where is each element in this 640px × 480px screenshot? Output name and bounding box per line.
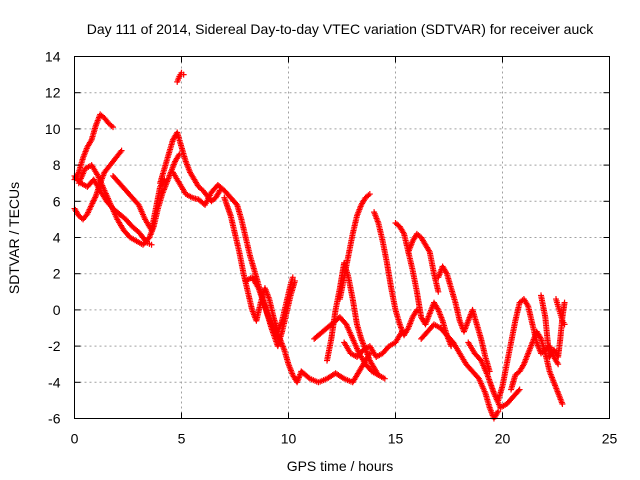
series-sat-f — [157, 129, 224, 205]
x-tick-labels: 0 5 10 15 20 25 — [71, 431, 618, 447]
series-sat-y — [553, 296, 568, 328]
data-point — [561, 299, 568, 306]
y-tick-label: 6 — [53, 193, 61, 209]
data-point — [559, 401, 566, 408]
x-tick-label: 25 — [602, 431, 618, 447]
axis-ticks — [74, 56, 610, 419]
x-tick-label: 10 — [281, 431, 297, 447]
data-point — [289, 274, 296, 281]
series-sat-p — [371, 209, 420, 339]
y-axis-label: SDTVAR / TECUs — [6, 182, 22, 294]
data-point — [117, 148, 124, 155]
data-point — [110, 124, 117, 131]
series-sat-i — [221, 194, 296, 335]
x-tick-label: 0 — [71, 431, 79, 447]
series-sat-j — [242, 274, 298, 350]
series-sat-m — [324, 259, 382, 379]
y-tick-label: 8 — [53, 157, 61, 173]
series-sat-t — [435, 263, 493, 375]
data-point — [148, 241, 155, 248]
data-point — [180, 71, 187, 78]
x-tick-label: 5 — [178, 431, 186, 447]
series-sat-e — [110, 172, 168, 234]
series-sat-w — [508, 328, 566, 408]
x-tick-label: 15 — [388, 431, 404, 447]
series-sat-d — [75, 151, 183, 248]
data-point — [516, 386, 523, 393]
data-point — [366, 191, 373, 198]
y-tick-label: 10 — [45, 121, 61, 137]
data-point — [118, 147, 125, 154]
y-tick-label: -6 — [48, 411, 61, 427]
data-point — [291, 277, 298, 284]
data-point — [375, 372, 382, 379]
chart-title: Day 111 of 2014, Sidereal Day-to-day VTE… — [87, 21, 595, 37]
series-sat-a — [71, 111, 117, 183]
series-sat-s — [418, 321, 502, 422]
data-point — [435, 288, 442, 295]
series-sat-n — [336, 191, 373, 303]
grid — [74, 56, 610, 419]
y-tick-label: 12 — [45, 85, 61, 101]
x-tick-label: 20 — [495, 431, 511, 447]
y-tick-label: 4 — [53, 230, 61, 246]
series-sat-g — [174, 69, 187, 85]
y-tick-label: -2 — [48, 338, 61, 354]
y-tick-labels: -6 -4 -2 0 2 4 6 8 10 12 14 — [45, 49, 61, 427]
series-sat-o — [341, 328, 405, 360]
y-tick-label: 14 — [45, 49, 61, 65]
y-tick-label: -4 — [48, 374, 61, 390]
data-point — [176, 151, 183, 158]
data-point — [515, 387, 522, 394]
x-axis-label: GPS time / hours — [287, 458, 394, 474]
data-point — [495, 408, 502, 415]
data-markers — [71, 69, 568, 422]
y-tick-label: 2 — [53, 266, 61, 282]
data-point — [381, 375, 388, 382]
data-point — [555, 361, 562, 368]
plot-frame — [74, 56, 610, 419]
data-point — [561, 321, 568, 328]
y-tick-label: 0 — [53, 302, 61, 318]
